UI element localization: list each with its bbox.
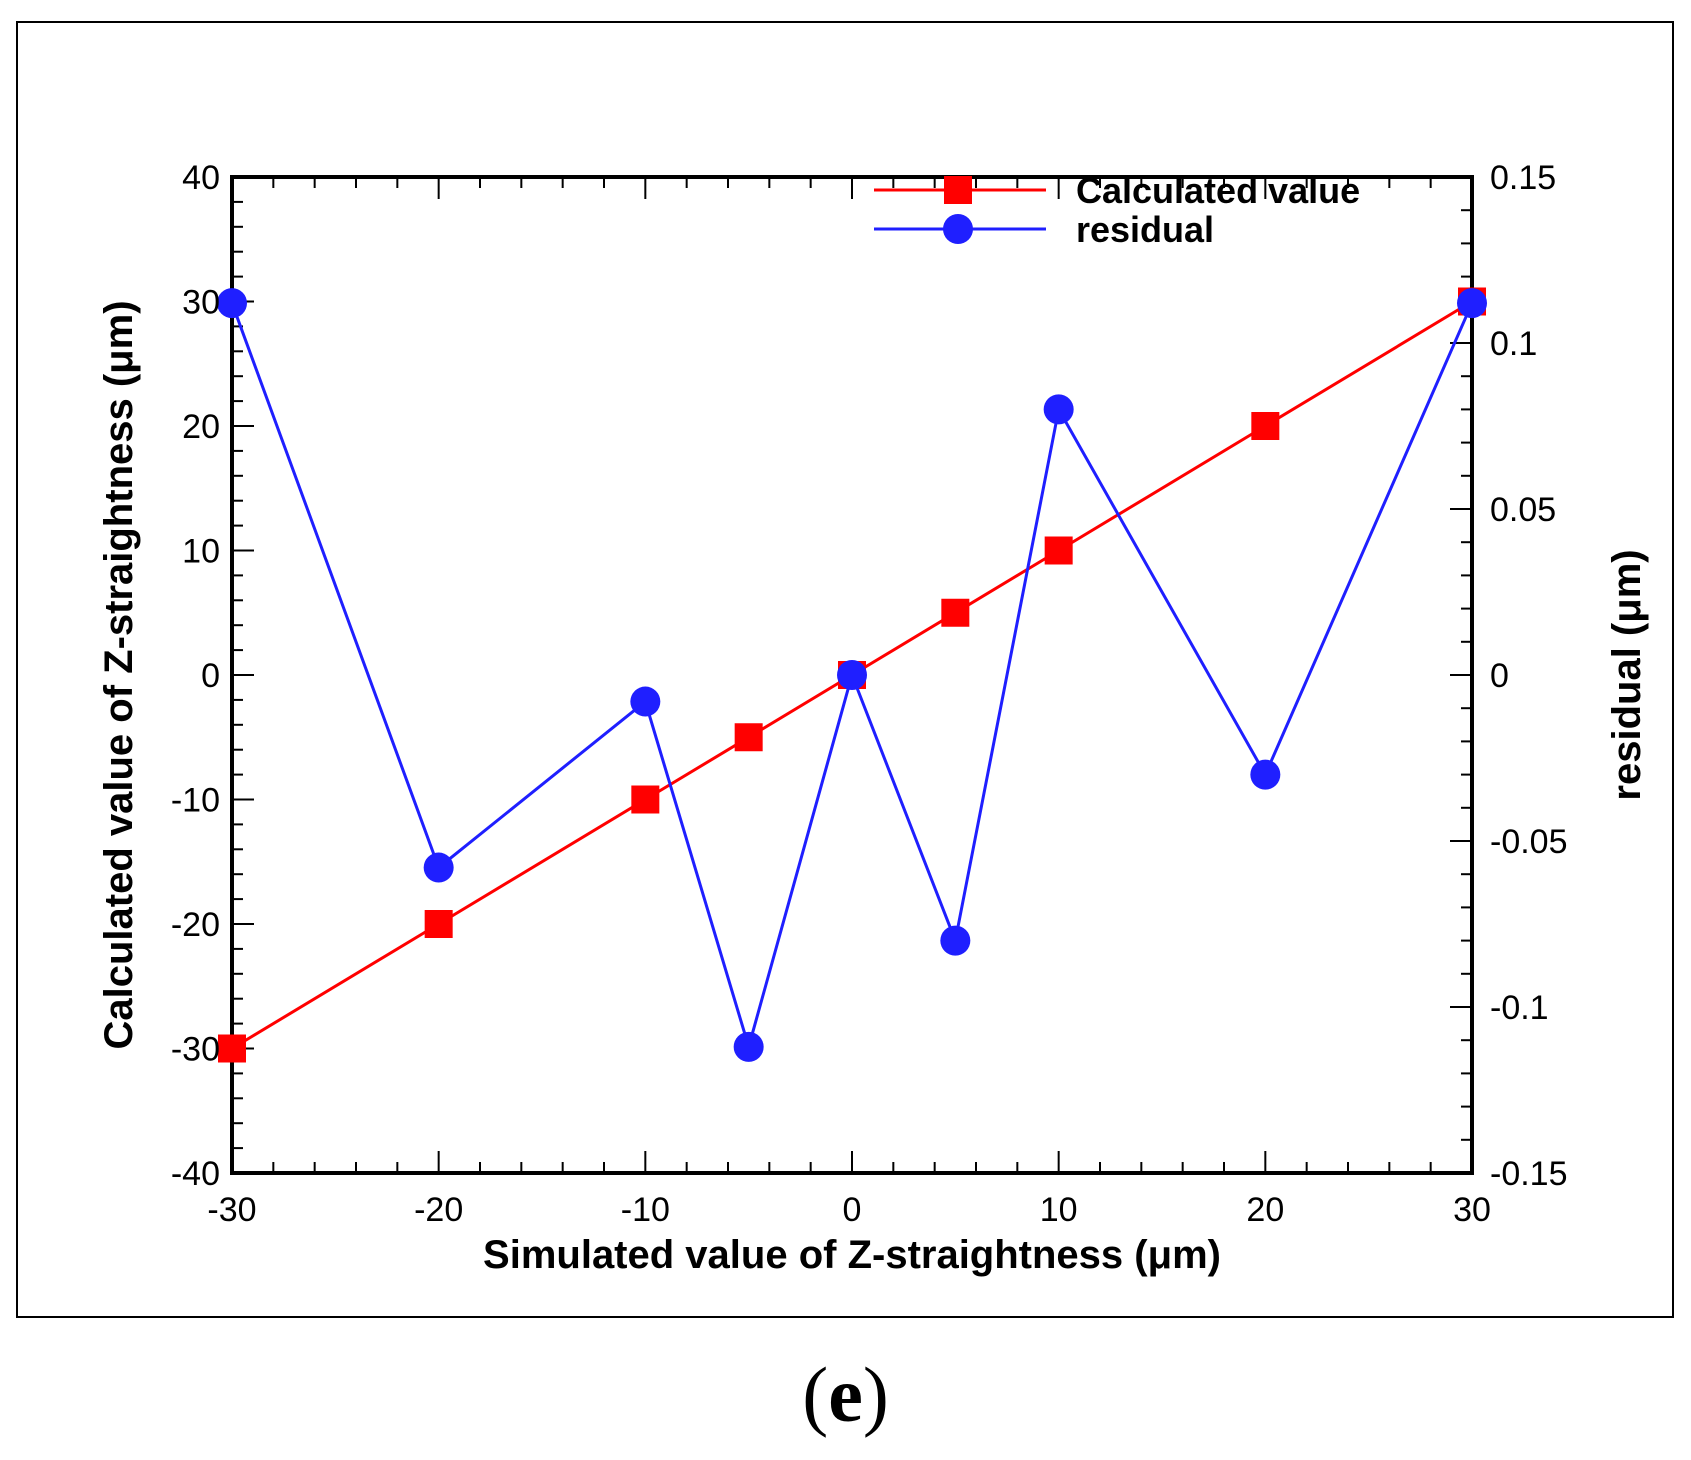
y-left-tick-label: -10 bbox=[171, 782, 220, 820]
data-point-residual bbox=[1250, 759, 1281, 790]
legend-label-residual: residual bbox=[1076, 209, 1214, 250]
panel-label-open: ( bbox=[802, 1351, 829, 1438]
y-right-tick-label: 0.05 bbox=[1490, 491, 1556, 529]
y-right-tick-label: 0 bbox=[1490, 657, 1509, 695]
data-point-calculated bbox=[1251, 412, 1280, 440]
data-point-residual bbox=[837, 660, 867, 690]
data-point-calculated bbox=[734, 723, 763, 752]
data-point-residual bbox=[733, 1031, 764, 1062]
y-right-tick-label: -0.15 bbox=[1490, 1155, 1568, 1193]
y-left-tick-label: -20 bbox=[171, 906, 220, 944]
data-point-residual bbox=[217, 288, 247, 319]
x-tick-label: -10 bbox=[621, 1191, 670, 1229]
data-point-calculated bbox=[1044, 536, 1073, 565]
y-left-tick-label: -40 bbox=[171, 1155, 220, 1193]
x-axis-title: Simulated value of Z-straightness (μm) bbox=[483, 1233, 1221, 1277]
data-point-calculated bbox=[631, 785, 660, 814]
tick-labels: -30 -20 -10 0 10 20 30-40-30-20-10010203040-0.… bbox=[171, 159, 1568, 1229]
y-left-tick-label: 30 bbox=[182, 284, 220, 322]
y-right-tick-label: 0.15 bbox=[1490, 159, 1556, 197]
data-point-residual bbox=[1043, 394, 1074, 425]
y-left-tick-label: 0 bbox=[201, 657, 220, 695]
x-tick-label: -20 bbox=[414, 1191, 463, 1229]
x-tick-label: 30 bbox=[1453, 1191, 1491, 1229]
y-axis-left-title: Calculated value of Z-straightness (μm) bbox=[97, 300, 141, 1049]
y-left-tick-label: 20 bbox=[182, 408, 220, 446]
x-tick-label: 0 bbox=[843, 1191, 862, 1229]
legend-label-calculated: Calculated value bbox=[1076, 170, 1360, 211]
data-point-residual bbox=[940, 925, 971, 956]
y-left-tick-label: 10 bbox=[182, 533, 220, 571]
data-point-residual bbox=[630, 686, 661, 717]
data-point-calculated bbox=[941, 598, 970, 627]
data-point-calculated bbox=[424, 910, 453, 938]
legend-marker-calculated bbox=[944, 176, 972, 204]
series bbox=[217, 287, 1487, 1063]
x-tick-label: 20 bbox=[1246, 1191, 1284, 1229]
panel-label-letter: e bbox=[828, 1351, 863, 1438]
y-right-tick-label: -0.05 bbox=[1490, 823, 1568, 861]
y-right-tick-label: 0.1 bbox=[1490, 325, 1537, 363]
data-point-calculated bbox=[218, 1034, 246, 1063]
legend-marker-residual bbox=[943, 214, 973, 244]
legend: Calculated value residual bbox=[874, 170, 1360, 250]
panel-label: (e) bbox=[0, 1340, 1691, 1450]
panel-label-close: ) bbox=[862, 1351, 889, 1438]
y-left-tick-label: -30 bbox=[171, 1031, 220, 1069]
x-tick-label: 10 bbox=[1040, 1191, 1078, 1229]
y-right-tick-label: -0.1 bbox=[1490, 989, 1549, 1027]
plot-area-frame bbox=[230, 175, 1474, 1175]
y-left-tick-label: 40 bbox=[182, 159, 220, 197]
data-point-residual bbox=[423, 852, 454, 883]
y-axis-right-title: residual (μm) bbox=[1605, 549, 1649, 800]
x-tick-label: -30 bbox=[207, 1191, 256, 1229]
data-point-residual bbox=[1457, 288, 1487, 319]
